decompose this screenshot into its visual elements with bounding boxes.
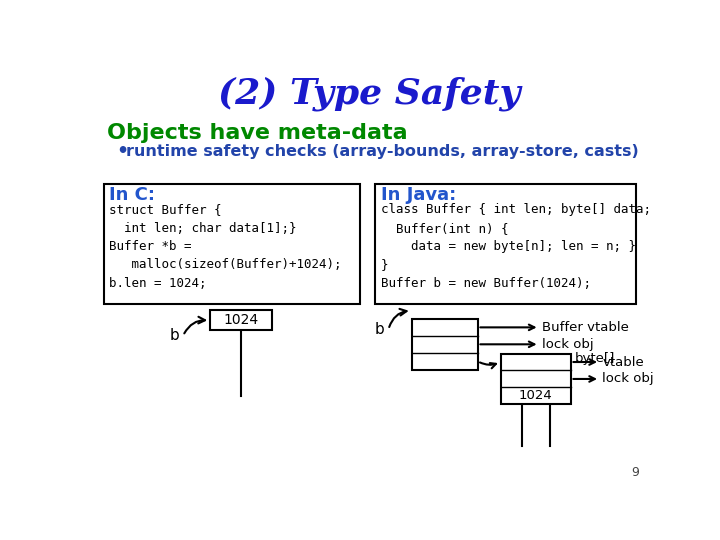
Text: int len; char data[1];}: int len; char data[1];} <box>109 221 297 234</box>
Text: 1024: 1024 <box>224 313 258 327</box>
FancyArrowPatch shape <box>390 309 407 327</box>
Bar <box>210 310 272 330</box>
FancyArrowPatch shape <box>480 325 534 330</box>
Text: class Buffer { int len; byte[] data;: class Buffer { int len; byte[] data; <box>381 203 651 216</box>
Text: •: • <box>117 141 128 160</box>
Text: b.len = 1024;: b.len = 1024; <box>109 277 207 290</box>
FancyArrowPatch shape <box>573 359 595 365</box>
Text: Buffer b = new Buffer(1024);: Buffer b = new Buffer(1024); <box>381 277 590 290</box>
FancyArrowPatch shape <box>573 376 595 382</box>
Text: Buffer *b =: Buffer *b = <box>109 240 192 253</box>
Text: malloc(sizeof(Buffer)+1024);: malloc(sizeof(Buffer)+1024); <box>109 259 342 272</box>
FancyArrowPatch shape <box>480 341 534 347</box>
Text: (2) Type Safety: (2) Type Safety <box>217 77 521 111</box>
Bar <box>500 354 570 404</box>
Text: b: b <box>169 328 179 343</box>
FancyArrowPatch shape <box>480 362 496 368</box>
Text: In C:: In C: <box>109 186 156 204</box>
Text: In Java:: In Java: <box>381 186 456 204</box>
Text: data = new byte[n]; len = n; }: data = new byte[n]; len = n; } <box>381 240 636 253</box>
Bar <box>375 184 636 303</box>
Text: 1024: 1024 <box>518 389 552 402</box>
Text: vtable: vtable <box>602 355 644 368</box>
Text: }: } <box>381 259 388 272</box>
Bar <box>412 319 477 370</box>
Text: Buffer(int n) {: Buffer(int n) { <box>381 221 508 234</box>
Bar <box>104 184 360 303</box>
FancyArrowPatch shape <box>184 317 205 333</box>
Text: Objects have meta-data: Objects have meta-data <box>107 123 408 143</box>
Text: runtime safety checks (array-bounds, array-store, casts): runtime safety checks (array-bounds, arr… <box>126 144 639 159</box>
Text: 9: 9 <box>631 467 639 480</box>
Text: Buffer vtable: Buffer vtable <box>542 321 629 334</box>
Text: b: b <box>374 322 384 337</box>
Text: lock obj: lock obj <box>602 373 654 386</box>
Text: struct Buffer {: struct Buffer { <box>109 203 222 216</box>
Text: byte[]: byte[] <box>575 352 615 365</box>
Text: lock obj: lock obj <box>542 338 593 351</box>
